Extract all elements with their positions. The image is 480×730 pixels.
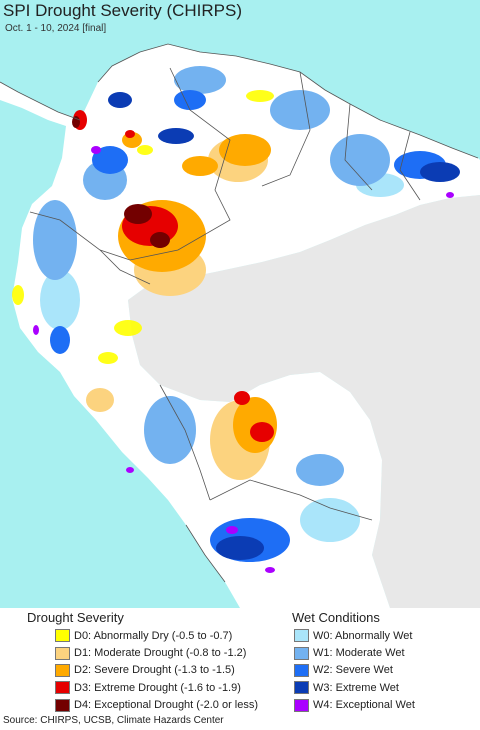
drought-legend-item: D1: Moderate Drought (-0.8 to -1.2) <box>55 644 258 661</box>
wet-legend-label: W0: Abnormally Wet <box>313 629 413 642</box>
wet-legend-item: W1: Moderate Wet <box>294 644 415 661</box>
wet-legend-swatch <box>294 646 309 660</box>
wet-w3-areas <box>108 92 460 560</box>
drought-legend-label: D4: Exceptional Drought (-2.0 or less) <box>74 699 259 712</box>
legend: Drought Severity D0: Abnormally Dry (-0.… <box>0 608 480 712</box>
wet-legend-item: W4: Exceptional Wet <box>294 697 415 714</box>
wet-legend-swatch <box>294 629 309 643</box>
map-subtitle: Oct. 1 - 10, 2024 [final] <box>5 23 107 34</box>
drought-legend-item: D3: Extreme Drought (-1.6 to -1.9) <box>55 679 258 696</box>
drought-map <box>0 0 480 608</box>
wet-w4-areas <box>33 146 454 573</box>
wet-legend-label: W4: Exceptional Wet <box>313 699 415 712</box>
wet-legend-item: W3: Extreme Wet <box>294 679 415 696</box>
map-title: SPI Drought Severity (CHIRPS) <box>3 1 243 20</box>
wet-legend-item: W2: Severe Wet <box>294 662 415 679</box>
drought-legend-label: D3: Extreme Drought (-1.6 to -1.9) <box>74 681 241 694</box>
drought-legend-swatch <box>55 681 70 695</box>
drought-legend-heading: Drought Severity <box>27 610 124 625</box>
source-credit: Source: CHIRPS, UCSB, Climate Hazards Ce… <box>3 715 224 726</box>
drought-legend-swatch <box>55 629 70 643</box>
wet-legend-label: W3: Extreme Wet <box>313 681 399 694</box>
wet-legend-label: W2: Severe Wet <box>313 664 393 677</box>
drought-legend-label: D0: Abnormally Dry (-0.5 to -0.7) <box>74 629 233 642</box>
outside-region <box>128 195 480 608</box>
country-borders <box>0 43 479 583</box>
wet-legend-swatch <box>294 663 309 677</box>
drought-d4-areas <box>72 116 170 248</box>
drought-legend-swatch <box>55 698 70 712</box>
drought-legend-swatch <box>55 646 70 660</box>
wet-legend-item: W0: Abnormally Wet <box>294 627 415 644</box>
drought-legend-item: D4: Exceptional Drought (-2.0 or less) <box>55 697 258 714</box>
drought-legend-item: D0: Abnormally Dry (-0.5 to -0.7) <box>55 627 258 644</box>
wet-legend-heading: Wet Conditions <box>292 610 380 625</box>
wet-legend-swatch <box>294 681 309 695</box>
wet-legend-label: W1: Moderate Wet <box>313 647 405 660</box>
drought-legend-label: D2: Severe Drought (-1.3 to -1.5) <box>74 664 235 677</box>
drought-legend-item: D2: Severe Drought (-1.3 to -1.5) <box>55 662 258 679</box>
drought-legend-swatch <box>55 663 70 677</box>
wet-w1-areas <box>33 66 390 486</box>
drought-legend-list: D0: Abnormally Dry (-0.5 to -0.7) D1: Mod… <box>55 627 258 714</box>
wet-legend-swatch <box>294 698 309 712</box>
drought-legend-label: D1: Moderate Drought (-0.8 to -1.2) <box>74 647 247 660</box>
wet-w0-areas <box>40 173 404 542</box>
wet-legend-list: W0: Abnormally Wet W1: Moderate Wet W2: Se… <box>294 627 415 714</box>
